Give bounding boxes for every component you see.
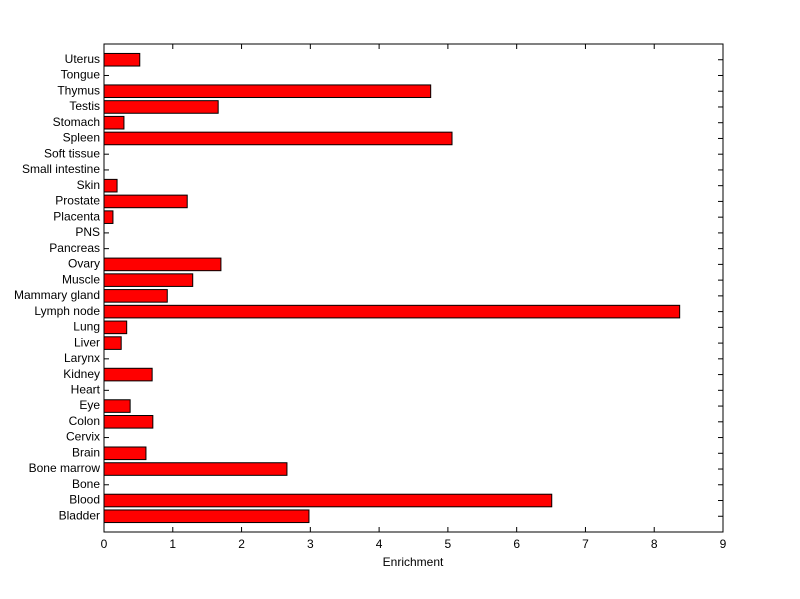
bar <box>103 304 681 319</box>
y-tick-label: Brain <box>72 445 100 459</box>
y-tick-label: Small intestine <box>22 162 100 176</box>
y-tick-label: Stomach <box>53 115 100 129</box>
bar <box>103 100 219 114</box>
y-tick-label: Muscle <box>62 272 100 286</box>
x-tick-label: 1 <box>169 537 176 551</box>
y-tick-label: Placenta <box>53 209 100 223</box>
bar <box>103 194 188 209</box>
bar <box>103 210 114 224</box>
y-tick-label: Ovary <box>68 257 100 271</box>
x-tick-label: 9 <box>720 537 727 551</box>
y-tick-label: Heart <box>71 382 101 396</box>
bar <box>103 131 453 146</box>
y-tick-label: Cervix <box>66 430 100 444</box>
y-tick-label: Prostate <box>55 194 100 208</box>
y-tick-label: Skin <box>77 178 100 192</box>
x-tick-label: 7 <box>582 537 589 551</box>
bar <box>103 115 125 130</box>
y-tick-label: Bone marrow <box>29 461 101 475</box>
y-tick-label: Mammary gland <box>14 288 100 302</box>
plot-frame <box>103 43 724 533</box>
y-tick-label: Lung <box>73 320 100 334</box>
bar <box>103 52 141 67</box>
bar <box>103 493 553 508</box>
bar <box>103 415 154 429</box>
x-tick-label: 2 <box>238 537 245 551</box>
x-tick-label: 3 <box>307 537 314 551</box>
y-tick-label: Tongue <box>61 68 101 82</box>
y-tick-label: Larynx <box>64 351 100 365</box>
y-tick-label: Liver <box>74 335 100 349</box>
bar <box>103 320 128 335</box>
y-tick-label: Uterus <box>65 52 100 66</box>
bar <box>103 84 432 99</box>
y-tick-label: Kidney <box>63 367 100 381</box>
y-tick-label: Pancreas <box>49 241 100 255</box>
bar <box>103 462 288 476</box>
y-tick-label: Bone <box>72 477 100 491</box>
x-axis-label: Enrichment <box>383 555 444 569</box>
bar <box>103 367 153 382</box>
bar <box>103 446 147 461</box>
x-tick-label: 0 <box>101 537 108 551</box>
x-tick-label: 6 <box>513 537 520 551</box>
x-tick-label: 5 <box>445 537 452 551</box>
y-tick-label: PNS <box>75 225 100 239</box>
bar <box>103 399 131 413</box>
bar <box>103 509 310 524</box>
y-tick-label: Colon <box>69 414 100 428</box>
y-tick-label: Blood <box>69 493 100 507</box>
bar <box>103 336 122 350</box>
bar <box>103 257 222 272</box>
y-tick-label: Lymph node <box>34 304 100 318</box>
y-tick-label: Soft tissue <box>44 146 100 160</box>
bar <box>103 178 118 193</box>
y-tick-label: Eye <box>79 398 100 412</box>
y-tick-label: Spleen <box>63 131 100 145</box>
y-tick-label: Testis <box>69 99 100 113</box>
bar <box>103 289 168 303</box>
x-tick-label: 4 <box>376 537 383 551</box>
x-tick-label: 8 <box>651 537 658 551</box>
y-tick-label: Thymus <box>57 83 100 97</box>
bar <box>103 273 194 287</box>
y-tick-label: Bladder <box>59 508 100 522</box>
